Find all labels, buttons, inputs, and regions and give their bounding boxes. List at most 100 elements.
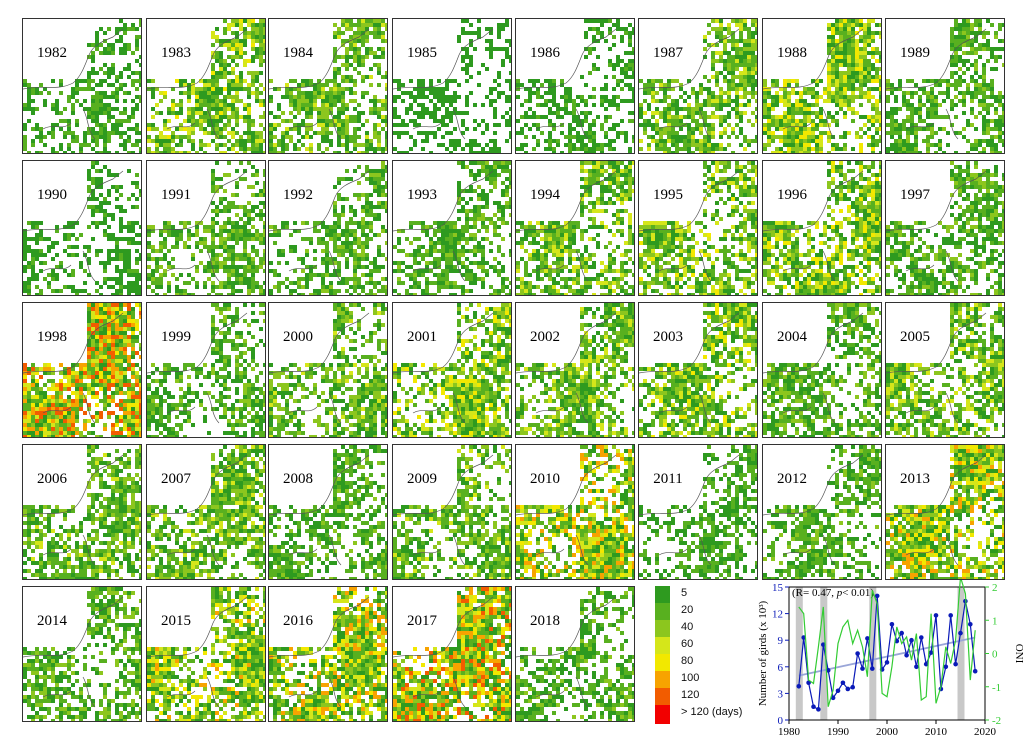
heat-cell: [429, 99, 433, 103]
heat-cell: [914, 147, 918, 151]
heat-cell: [847, 31, 851, 35]
heat-cell: [461, 261, 465, 265]
heat-cell: [449, 139, 453, 143]
heat-cell: [707, 103, 711, 107]
heat-cell: [485, 225, 489, 229]
heat-cell: [481, 261, 485, 265]
heat-cell: [568, 147, 572, 151]
heat-cell: [381, 39, 385, 43]
heat-cell: [962, 23, 966, 27]
heat-cell: [493, 221, 497, 225]
heat-cell: [369, 225, 373, 229]
heat-cell: [297, 277, 301, 281]
heat-cell: [349, 39, 353, 43]
heat-cell: [982, 31, 986, 35]
heat-cell: [715, 19, 719, 23]
heat-cell: [247, 293, 251, 295]
heat-cell: [207, 119, 211, 123]
heat-cell: [739, 115, 743, 119]
heat-cell: [978, 43, 982, 47]
heat-cell: [191, 253, 195, 257]
heat-cell: [385, 257, 387, 261]
heat-cell: [894, 87, 898, 91]
heat-cell: [63, 119, 67, 123]
heat-cell: [596, 55, 600, 59]
heat-cell: [211, 273, 215, 277]
heat-cell: [337, 83, 341, 87]
heat-cell: [345, 143, 349, 147]
heat-cell: [227, 205, 231, 209]
heat-cell: [263, 289, 265, 293]
heat-cell: [441, 277, 445, 281]
heat-cell: [83, 281, 87, 285]
heat-cell: [99, 127, 103, 131]
heat-cell: [751, 91, 755, 95]
heat-cell: [465, 241, 469, 245]
heat-cell: [505, 201, 509, 205]
heat-cell: [473, 245, 477, 249]
heat-cell: [481, 225, 485, 229]
heat-cell: [890, 127, 894, 131]
map-svg: [23, 161, 141, 295]
heat-cell: [739, 75, 743, 79]
heat-cell: [477, 173, 481, 177]
heat-cell: [493, 123, 497, 127]
heat-cell: [207, 249, 211, 253]
heat-cell: [763, 79, 767, 83]
heat-cell: [127, 127, 131, 131]
heat-cell: [23, 147, 27, 151]
heat-cell: [191, 127, 195, 131]
heat-cell: [167, 229, 171, 233]
heat-cell: [739, 119, 743, 123]
heat-cell: [457, 181, 461, 185]
heat-cell: [556, 103, 560, 107]
heat-cell: [353, 115, 357, 119]
heat-cell: [91, 127, 95, 131]
heat-cell: [405, 107, 409, 111]
heat-cell: [902, 99, 906, 103]
heat-cell: [835, 119, 839, 123]
heat-cell: [107, 189, 111, 193]
heat-cell: [441, 253, 445, 257]
heat-cell: [473, 161, 477, 165]
heat-cell: [397, 115, 401, 119]
heat-cell: [255, 95, 259, 99]
heat-cell: [369, 293, 373, 295]
heat-cell: [337, 237, 341, 241]
heat-cell: [938, 83, 942, 87]
heat-cell: [309, 127, 313, 131]
heat-cell: [297, 87, 301, 91]
heat-cell: [179, 293, 183, 295]
heat-cell: [544, 91, 548, 95]
heat-cell: [588, 135, 592, 139]
heat-cell: [211, 115, 215, 119]
heat-cell: [235, 277, 239, 281]
heat-cell: [747, 139, 751, 143]
heat-cell: [509, 119, 511, 123]
heat-cell: [469, 139, 473, 143]
heat-cell: [747, 31, 751, 35]
heat-cell: [255, 237, 259, 241]
heat-cell: [99, 181, 103, 185]
heat-cell: [639, 123, 643, 127]
heat-cell: [998, 95, 1002, 99]
heat-cell: [875, 23, 879, 27]
heat-cell: [289, 103, 293, 107]
heat-cell: [847, 67, 851, 71]
heat-cell: [612, 99, 616, 103]
heat-cell: [667, 115, 671, 119]
heat-cell: [855, 111, 859, 115]
heat-cell: [263, 31, 265, 35]
heat-cell: [127, 269, 131, 273]
heat-cell: [317, 123, 321, 127]
heat-cell: [847, 19, 851, 23]
heat-cell: [815, 151, 819, 153]
heat-cell: [211, 43, 215, 47]
heat-cell: [135, 269, 139, 273]
heat-cell: [147, 273, 151, 277]
heat-cell: [461, 285, 465, 289]
heat-cell: [139, 257, 141, 261]
heat-cell: [385, 289, 387, 293]
heat-cell: [477, 213, 481, 217]
map-svg: [516, 19, 634, 153]
